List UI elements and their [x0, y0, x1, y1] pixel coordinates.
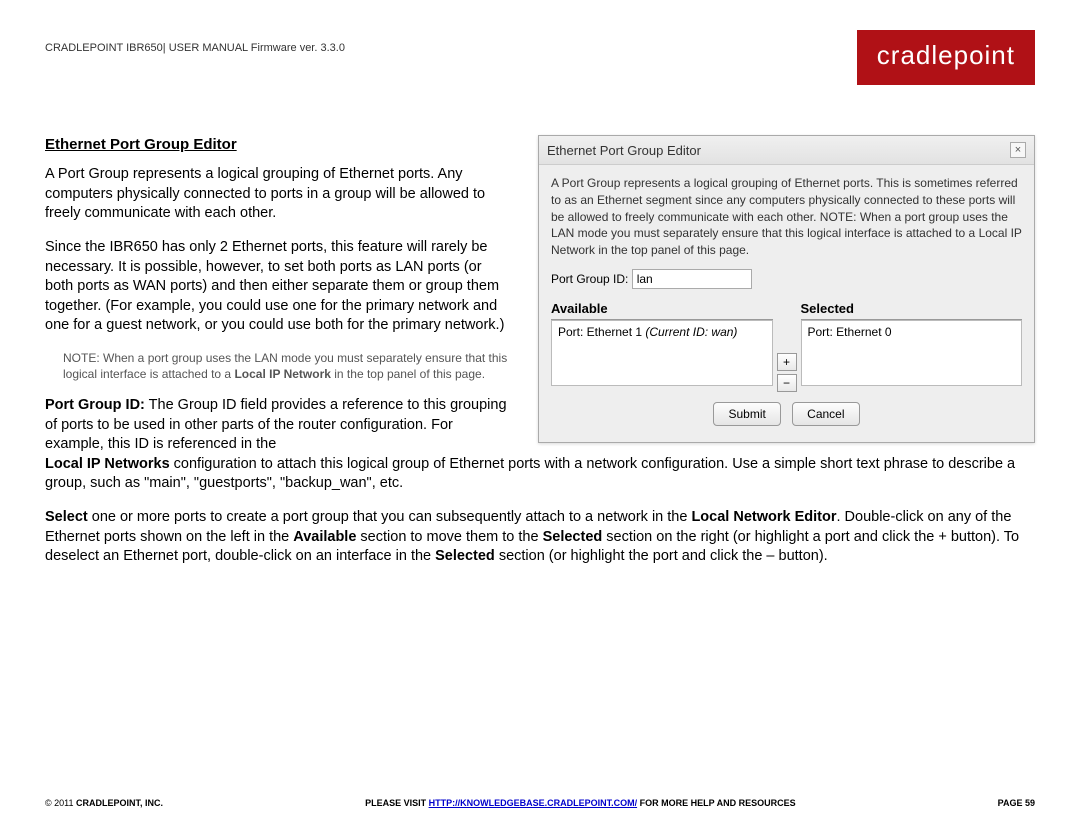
list-item[interactable]: Port: Ethernet 1 (Current ID: wan) — [558, 324, 766, 340]
header: CRADLEPOINT IBR650| USER MANUAL Firmware… — [45, 30, 1035, 85]
port-group-id-paragraph: Port Group ID: The Group ID field provid… — [45, 396, 513, 455]
brand-logo: cradlepoint — [857, 30, 1035, 85]
dialog-description: A Port Group represents a logical groupi… — [551, 175, 1022, 259]
page-number: PAGE 59 — [998, 798, 1035, 808]
add-button[interactable]: + — [777, 353, 797, 371]
footer-copyright: © 2011 CRADLEPOINT, INC. — [45, 798, 163, 808]
header-text: CRADLEPOINT IBR650| USER MANUAL Firmware… — [45, 42, 345, 54]
port-group-editor-dialog: Ethernet Port Group Editor × A Port Grou… — [538, 135, 1035, 443]
field-label: Port Group ID: — [551, 272, 628, 286]
close-icon[interactable]: × — [1010, 142, 1026, 158]
selected-header: Selected — [801, 301, 1023, 320]
remove-button[interactable]: − — [777, 374, 797, 392]
paragraph-1: A Port Group represents a logical groupi… — [45, 165, 513, 224]
port-group-id-input[interactable] — [632, 269, 752, 289]
footer-center: PLEASE VISIT HTTP://KNOWLEDGEBASE.CRADLE… — [365, 798, 796, 808]
lip-continuation: Local IP Networks configuration to attac… — [45, 455, 1035, 494]
cancel-button[interactable]: Cancel — [792, 402, 859, 426]
footer: © 2011 CRADLEPOINT, INC. PLEASE VISIT HT… — [45, 798, 1035, 808]
kb-link[interactable]: HTTP://KNOWLEDGEBASE.CRADLEPOINT.COM/ — [429, 798, 638, 808]
available-list[interactable]: Port: Ethernet 1 (Current ID: wan) — [551, 320, 773, 386]
dialog-title-text: Ethernet Port Group Editor — [547, 143, 701, 158]
port-group-id-field: Port Group ID: — [551, 269, 1022, 289]
submit-button[interactable]: Submit — [713, 402, 780, 426]
note-text: NOTE: When a port group uses the LAN mod… — [45, 350, 513, 382]
list-item[interactable]: Port: Ethernet 0 — [808, 324, 1016, 340]
dialog-titlebar: Ethernet Port Group Editor × — [539, 136, 1034, 165]
selected-list[interactable]: Port: Ethernet 0 — [801, 320, 1023, 386]
select-paragraph: Select one or more ports to create a por… — [45, 508, 1035, 567]
paragraph-2: Since the IBR650 has only 2 Ethernet por… — [45, 238, 513, 336]
section-title: Ethernet Port Group Editor — [45, 135, 513, 155]
available-header: Available — [551, 301, 773, 320]
